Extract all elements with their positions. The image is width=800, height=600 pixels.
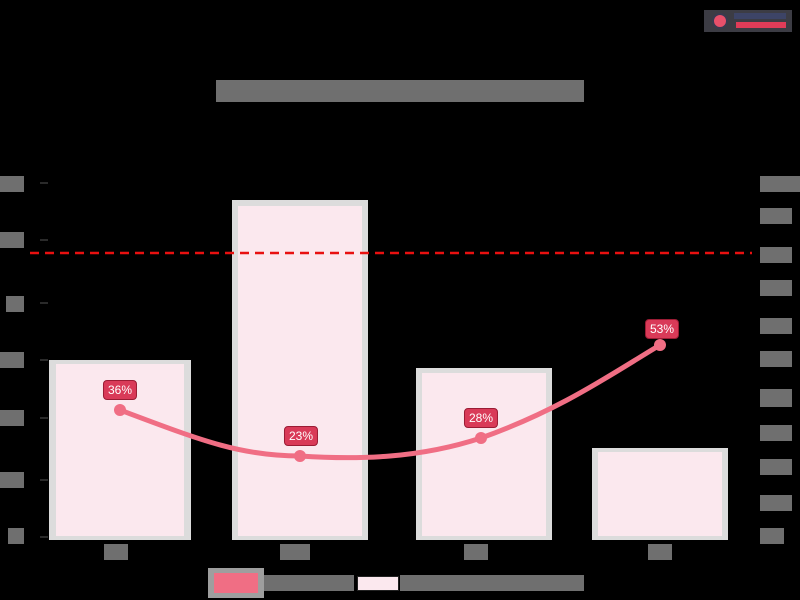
legend-line-label: [264, 575, 354, 591]
left-tick-label: [8, 528, 24, 544]
data-label: 23%: [283, 426, 319, 446]
right-tick-label: [760, 459, 792, 475]
logo-text-top: [734, 13, 786, 19]
legend-bar-label: [400, 575, 584, 591]
left-axis: [40, 182, 48, 538]
legend-line-swatch: [208, 568, 264, 598]
right-tick-label: [760, 208, 792, 224]
chart-title: [216, 80, 584, 102]
data-label: 28%: [463, 408, 499, 428]
right-tick-label: [760, 247, 792, 263]
brand-logo: [704, 10, 792, 32]
left-tick-label: [0, 410, 24, 426]
legend-bar-swatch: [357, 576, 399, 591]
left-tick-label: [0, 176, 24, 192]
x-tick-label: [464, 544, 488, 560]
right-tick-label: [760, 528, 784, 544]
x-tick-label: [280, 544, 310, 560]
left-tick-label: [0, 352, 24, 368]
left-tick-label: [0, 472, 24, 488]
right-tick-label: [760, 176, 800, 192]
right-tick-label: [760, 425, 792, 441]
bar-series: [49, 200, 728, 540]
logo-icon: [712, 13, 728, 29]
logo-text-bottom: [736, 22, 786, 28]
data-label: 36%: [102, 380, 138, 400]
x-tick-label: [104, 544, 128, 560]
right-tick-label: [760, 318, 792, 334]
line-series: [117, 342, 663, 461]
data-label: 53%: [644, 319, 680, 339]
right-tick-label: [760, 389, 792, 407]
right-tick-label: [760, 280, 792, 296]
right-tick-label: [760, 351, 792, 367]
left-tick-label: [6, 296, 24, 312]
x-tick-label: [648, 544, 672, 560]
left-tick-label: [0, 232, 24, 248]
right-tick-label: [760, 495, 792, 511]
